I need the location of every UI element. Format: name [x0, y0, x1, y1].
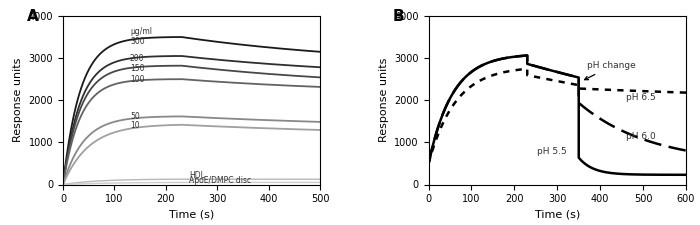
X-axis label: Time (s): Time (s): [535, 210, 580, 220]
Text: pH 5.5: pH 5.5: [537, 147, 566, 156]
X-axis label: Time (s): Time (s): [169, 210, 214, 220]
Text: pH 6.5: pH 6.5: [626, 93, 656, 102]
Text: 50: 50: [130, 112, 140, 121]
Text: HDL: HDL: [189, 171, 205, 180]
Y-axis label: Response units: Response units: [13, 58, 23, 142]
Text: 200: 200: [130, 54, 144, 63]
Text: ApoE/DMPC disc: ApoE/DMPC disc: [189, 176, 251, 184]
Text: pH change: pH change: [584, 61, 636, 80]
Text: 10: 10: [130, 121, 139, 130]
Text: μg/ml: μg/ml: [130, 27, 152, 36]
Text: 150: 150: [130, 64, 144, 73]
Text: 300: 300: [130, 37, 145, 46]
Y-axis label: Response units: Response units: [379, 58, 389, 142]
Text: B: B: [393, 9, 404, 24]
Text: A: A: [27, 9, 38, 24]
Text: 100: 100: [130, 75, 144, 84]
Text: pH 6.0: pH 6.0: [626, 132, 656, 141]
